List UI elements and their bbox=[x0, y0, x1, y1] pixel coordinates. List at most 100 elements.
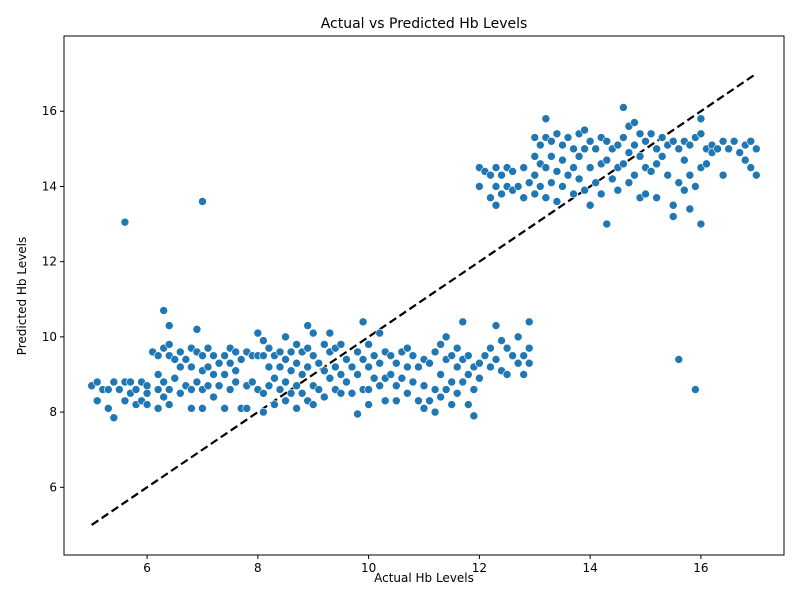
data-point bbox=[740, 155, 750, 165]
data-point bbox=[657, 152, 667, 161]
data-point bbox=[563, 133, 573, 142]
data-point bbox=[275, 347, 285, 357]
data-point bbox=[203, 381, 213, 391]
data-point bbox=[209, 370, 218, 379]
data-point bbox=[585, 200, 595, 210]
data-point bbox=[524, 178, 534, 187]
data-point bbox=[403, 362, 412, 372]
data-point bbox=[596, 189, 606, 199]
data-point bbox=[536, 140, 545, 150]
data-point bbox=[342, 355, 351, 364]
data-point bbox=[408, 351, 418, 360]
data-point bbox=[425, 358, 434, 368]
data-point bbox=[414, 362, 423, 372]
data-point bbox=[281, 355, 290, 364]
data-point bbox=[176, 362, 185, 372]
data-point bbox=[497, 170, 506, 180]
data-point bbox=[225, 385, 235, 394]
y-axis-ticks: 6 8 10 12 14 16 bbox=[42, 104, 64, 494]
data-point bbox=[220, 370, 229, 379]
data-point bbox=[641, 137, 650, 146]
data-point bbox=[585, 163, 595, 172]
data-point bbox=[369, 351, 379, 360]
data-point bbox=[502, 370, 512, 379]
data-point bbox=[591, 144, 600, 154]
data-point bbox=[436, 340, 445, 349]
data-point bbox=[259, 351, 268, 360]
data-point bbox=[353, 347, 362, 357]
x-tick-label: 8 bbox=[254, 561, 262, 575]
data-point bbox=[641, 189, 650, 199]
data-point bbox=[558, 182, 567, 191]
data-point bbox=[164, 340, 174, 349]
data-point bbox=[314, 358, 324, 368]
data-point bbox=[403, 343, 412, 353]
data-point bbox=[646, 129, 656, 139]
data-point bbox=[519, 163, 528, 172]
data-point bbox=[668, 212, 678, 221]
data-point bbox=[264, 343, 274, 353]
y-tick-label: 6 bbox=[49, 480, 57, 494]
data-point bbox=[547, 178, 556, 187]
data-point bbox=[558, 155, 567, 165]
data-point bbox=[652, 159, 661, 169]
data-point bbox=[447, 351, 456, 360]
data-point bbox=[281, 396, 290, 406]
x-tick-label: 12 bbox=[472, 561, 487, 575]
data-point bbox=[530, 189, 540, 199]
data-point bbox=[452, 362, 462, 372]
data-point bbox=[286, 366, 296, 376]
data-point bbox=[674, 144, 684, 154]
data-point bbox=[519, 193, 528, 203]
data-point bbox=[153, 351, 163, 360]
data-point bbox=[297, 388, 307, 398]
data-point bbox=[696, 129, 706, 139]
data-point bbox=[752, 144, 761, 154]
data-point bbox=[635, 152, 645, 161]
data-point bbox=[574, 152, 584, 161]
data-point bbox=[236, 355, 246, 364]
data-point bbox=[752, 170, 761, 180]
data-point bbox=[430, 347, 440, 357]
data-point bbox=[464, 351, 473, 360]
data-point bbox=[308, 351, 318, 360]
data-point bbox=[530, 152, 540, 161]
data-point bbox=[524, 317, 534, 327]
data-point bbox=[619, 159, 628, 169]
data-point bbox=[231, 347, 240, 357]
data-point bbox=[663, 170, 672, 180]
data-point bbox=[591, 178, 600, 187]
data-point bbox=[425, 396, 434, 406]
data-point bbox=[452, 388, 462, 398]
data-point bbox=[491, 163, 501, 172]
data-point bbox=[430, 385, 440, 394]
data-point bbox=[486, 193, 495, 203]
data-point bbox=[491, 200, 501, 210]
data-point bbox=[314, 385, 324, 394]
data-point bbox=[713, 144, 722, 154]
data-point bbox=[153, 404, 163, 413]
data-point bbox=[203, 343, 213, 353]
data-point bbox=[585, 137, 595, 146]
data-point bbox=[524, 358, 534, 368]
data-point bbox=[131, 385, 141, 394]
data-point bbox=[452, 343, 462, 353]
data-point bbox=[392, 358, 401, 368]
data-point bbox=[519, 351, 528, 360]
data-point bbox=[209, 392, 218, 402]
data-point bbox=[513, 358, 523, 368]
data-point bbox=[104, 385, 113, 394]
data-point bbox=[491, 321, 501, 330]
data-point bbox=[142, 381, 152, 391]
data-point bbox=[198, 351, 207, 360]
data-point bbox=[735, 148, 744, 157]
data-point bbox=[414, 396, 423, 406]
data-point bbox=[519, 370, 528, 379]
x-tick-label: 14 bbox=[583, 561, 598, 575]
data-point bbox=[320, 366, 329, 376]
data-point bbox=[209, 351, 218, 360]
data-point bbox=[380, 396, 390, 406]
data-point bbox=[292, 340, 301, 349]
data-point bbox=[685, 170, 695, 180]
data-point bbox=[480, 351, 490, 360]
